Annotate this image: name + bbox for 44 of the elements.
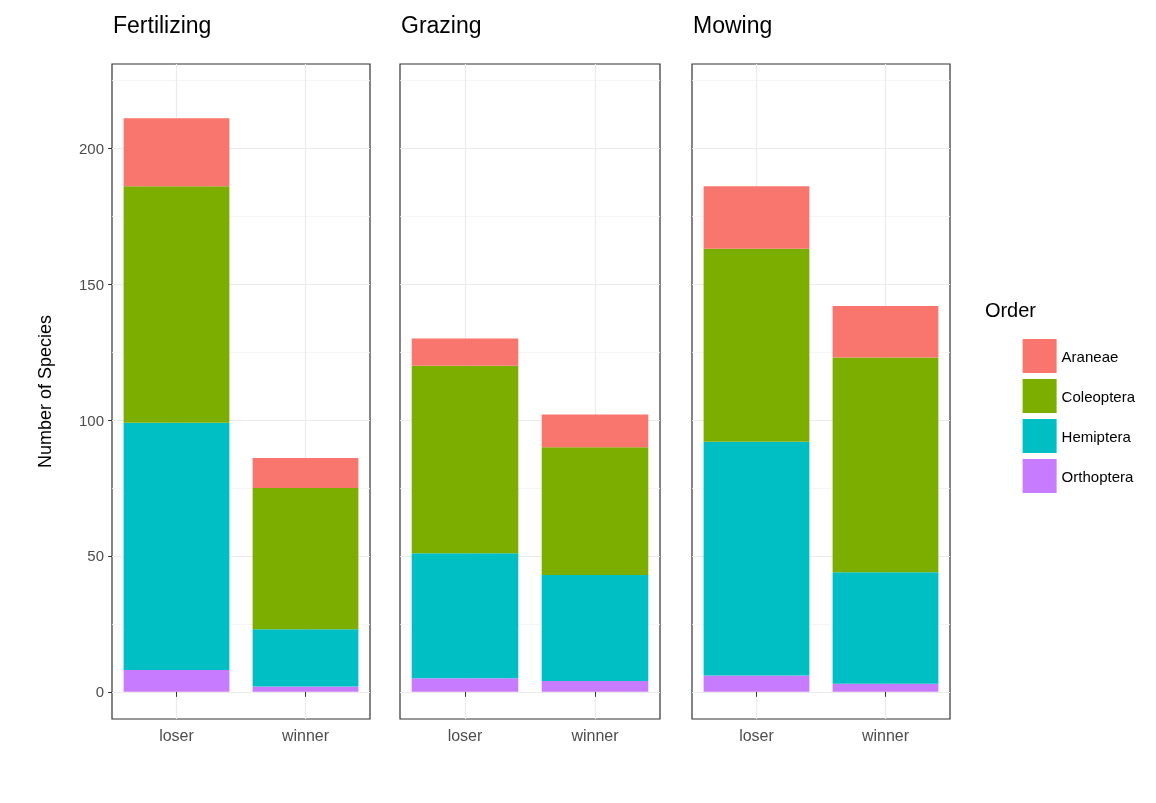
x-tick-label: loser (159, 726, 195, 744)
bar (123, 186, 230, 423)
bar (541, 680, 649, 692)
bar (832, 572, 939, 684)
bar (252, 487, 359, 630)
legend-label: Araneae (1061, 347, 1119, 365)
bar (123, 118, 230, 187)
bar (252, 458, 359, 488)
bar (703, 248, 810, 442)
legend-label: Hemiptera (1061, 427, 1132, 445)
x-tick-label: winner (570, 726, 620, 744)
bar (123, 422, 230, 671)
bar (703, 186, 810, 249)
bar (252, 686, 359, 692)
bar (541, 574, 649, 681)
bar (703, 441, 810, 676)
x-tick-label: winner (280, 726, 330, 744)
bar (832, 683, 939, 692)
bar (411, 338, 519, 366)
bar (252, 629, 359, 687)
legend-title: Order (984, 299, 1037, 321)
y-tick-label: 200 (78, 139, 104, 157)
bar (832, 305, 939, 358)
legend-label: Coleoptera (1061, 387, 1136, 405)
chart-title: Grazing (401, 11, 482, 38)
bar (541, 447, 649, 575)
bar (541, 414, 649, 448)
x-tick-label: winner (860, 726, 910, 744)
bar (703, 675, 810, 692)
bar (832, 357, 939, 573)
bar (411, 553, 519, 679)
x-tick-label: loser (739, 726, 775, 744)
y-tick-label: 100 (78, 411, 104, 429)
y-tick-label: 50 (87, 547, 104, 565)
chart-title: Fertilizing (113, 11, 212, 38)
y-tick-label: 0 (95, 683, 104, 701)
y-tick-label: 150 (78, 275, 104, 293)
bar (123, 670, 230, 692)
y-axis-title: Number of Species (35, 314, 55, 469)
bar (411, 365, 519, 554)
x-tick-label: loser (447, 726, 484, 744)
legend-label: Orthoptera (1061, 467, 1134, 485)
chart-title: Mowing (693, 11, 773, 38)
bar (411, 678, 519, 692)
